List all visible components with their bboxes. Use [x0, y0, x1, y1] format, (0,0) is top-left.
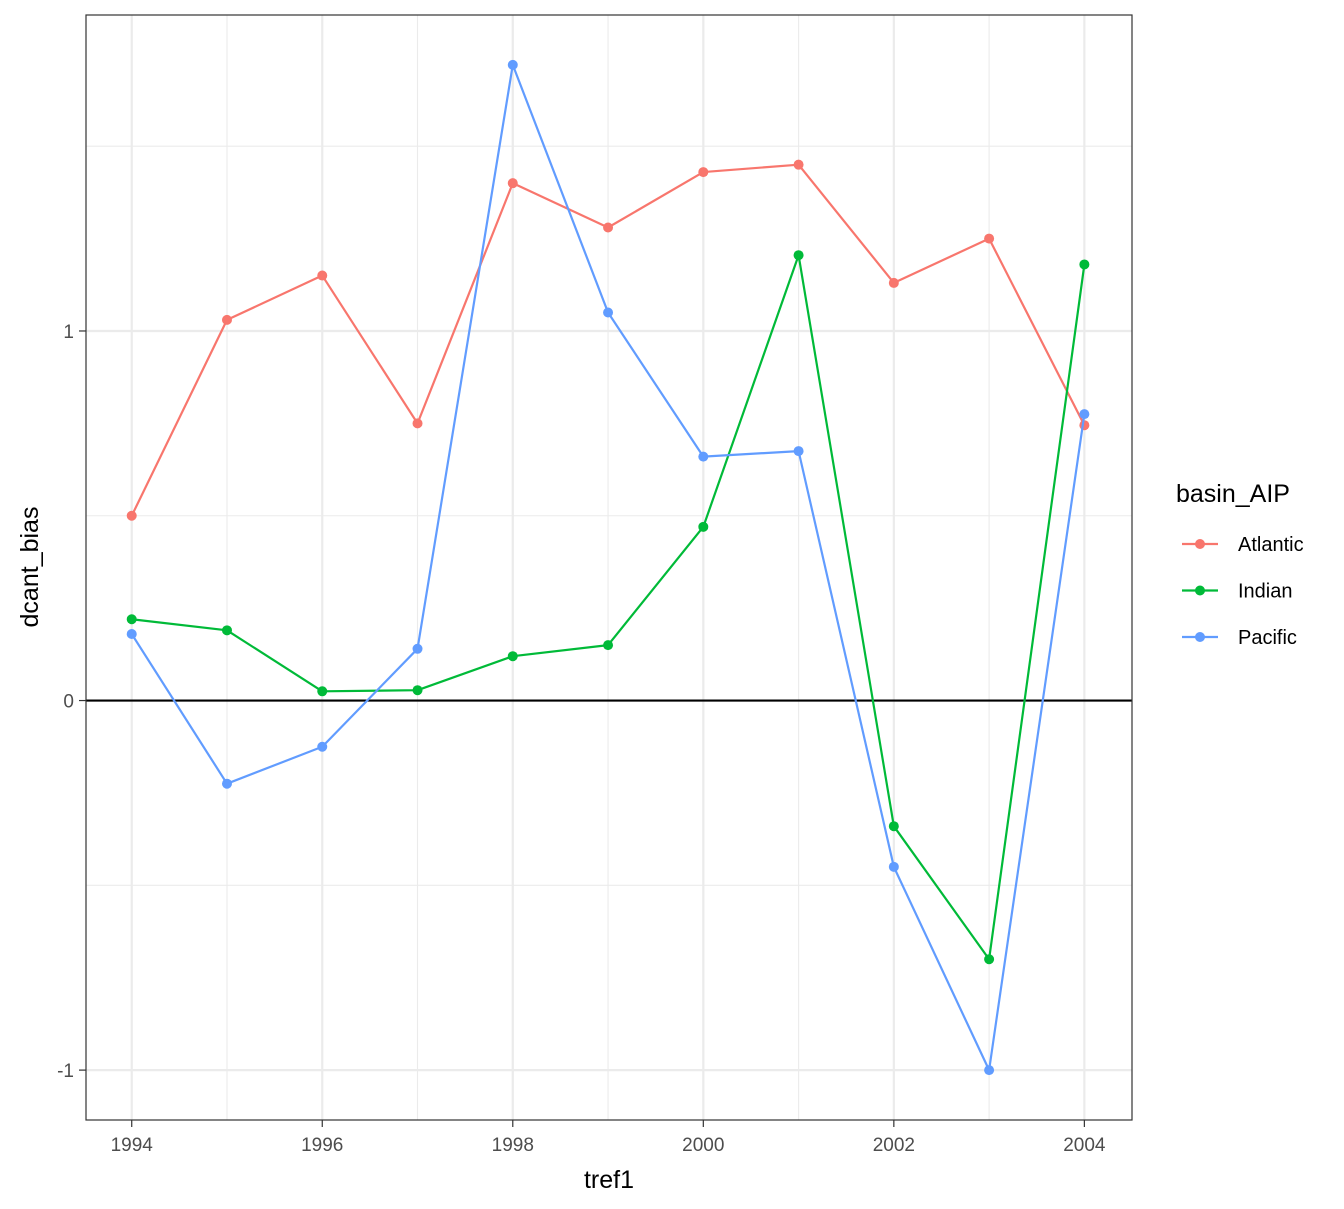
- data-point-indian: [698, 521, 709, 532]
- data-point-indian: [317, 686, 328, 697]
- x-tick-label: 1996: [301, 1135, 343, 1156]
- data-point-pacific: [221, 778, 232, 789]
- data-point-atlantic: [221, 314, 232, 325]
- data-point-atlantic: [793, 159, 804, 170]
- data-point-indian: [221, 625, 232, 636]
- data-point-atlantic: [698, 167, 709, 178]
- data-point-indian: [888, 821, 899, 832]
- legend: basin_AIP Atlantic Indian Pacific: [1176, 480, 1304, 649]
- x-tick-label: 2004: [1063, 1135, 1106, 1156]
- legend-key-point-pacific: [1195, 632, 1205, 642]
- data-point-indian: [126, 614, 137, 625]
- legend-label-pacific: Pacific: [1238, 627, 1297, 649]
- data-point-atlantic: [984, 233, 995, 244]
- data-point-atlantic: [126, 510, 137, 521]
- y-axis: -1 0 1: [57, 322, 86, 1082]
- data-point-pacific: [317, 741, 328, 752]
- data-point-atlantic: [507, 178, 518, 189]
- data-point-atlantic: [317, 270, 328, 281]
- legend-label-atlantic: Atlantic: [1238, 534, 1304, 556]
- legend-title: basin_AIP: [1176, 480, 1290, 508]
- data-point-pacific: [126, 629, 137, 640]
- legend-key-point-indian: [1195, 585, 1205, 596]
- data-point-atlantic: [888, 277, 899, 288]
- series-layer: [126, 59, 1090, 1076]
- x-tick-label: 2000: [682, 1135, 724, 1156]
- y-tick-label: 1: [63, 322, 74, 343]
- data-point-atlantic: [412, 418, 423, 429]
- data-point-pacific: [888, 861, 899, 872]
- data-point-atlantic: [603, 222, 614, 233]
- data-point-indian: [1079, 259, 1090, 270]
- data-point-pacific: [698, 451, 709, 462]
- y-axis-title: dcant_bias: [16, 507, 44, 628]
- x-tick-label: 1998: [492, 1135, 534, 1156]
- data-point-indian: [984, 954, 995, 965]
- data-point-pacific: [984, 1065, 995, 1076]
- minor-gridlines: [86, 15, 1132, 1120]
- data-point-pacific: [412, 643, 423, 654]
- plot-panel-border: [85, 14, 1133, 1121]
- data-point-indian: [793, 250, 804, 261]
- x-tick-label: 2002: [873, 1135, 915, 1156]
- legend-label-indian: Indian: [1238, 581, 1293, 603]
- data-point-indian: [412, 685, 423, 696]
- data-point-pacific: [793, 446, 804, 457]
- y-tick-label: 0: [63, 692, 74, 713]
- x-tick-label: 1994: [111, 1135, 154, 1156]
- legend-key-point-atlantic: [1195, 539, 1205, 549]
- data-point-pacific: [507, 59, 518, 70]
- data-point-pacific: [1079, 409, 1090, 420]
- x-axis-title: tref1: [584, 1166, 634, 1194]
- y-tick-label: -1: [57, 1061, 74, 1082]
- data-point-indian: [507, 651, 518, 662]
- major-gridlines: [86, 15, 1132, 1120]
- data-point-pacific: [603, 307, 614, 318]
- data-point-indian: [603, 640, 614, 651]
- x-axis: 1994 1996 1998 2000 2002 2004: [111, 1120, 1106, 1156]
